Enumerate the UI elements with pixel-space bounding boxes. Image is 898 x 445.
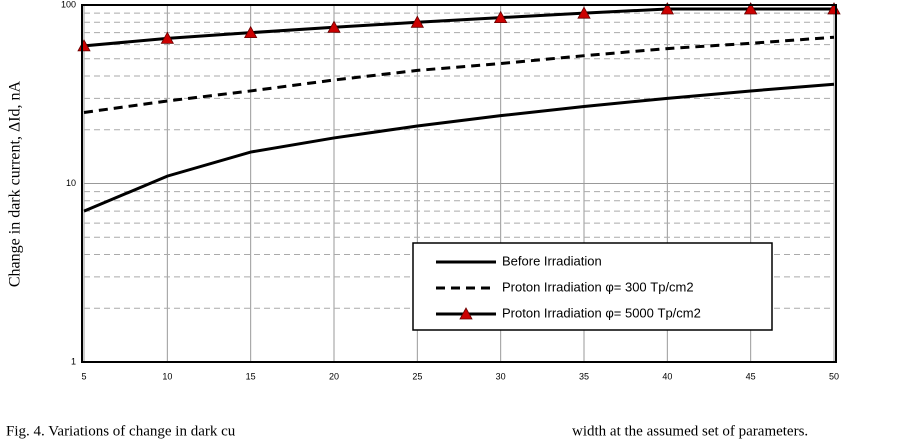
- legend-marker: [459, 307, 473, 320]
- data-point: [243, 25, 258, 39]
- data-point: [577, 6, 591, 19]
- data-point: [327, 20, 341, 33]
- x-tick-label: 40: [662, 371, 672, 381]
- data-point: [493, 10, 508, 23]
- y-tick-label: 1: [71, 356, 76, 366]
- x-tick-label: 15: [246, 371, 256, 381]
- y-tick-label: 10: [66, 178, 76, 188]
- x-tick-label: 50: [829, 371, 839, 381]
- x-tick-label: 20: [329, 371, 339, 381]
- y-axis-label: Change in dark current, ΔId, nA: [7, 80, 24, 287]
- caption: width at the assumed set of parameters.: [572, 423, 808, 439]
- plot-frame: [81, 4, 837, 363]
- legend: Before Irradiation Proton Irradiation φ= …: [412, 242, 773, 331]
- plot: [77, 2, 841, 213]
- series-line: [83, 82, 835, 213]
- series-line: [83, 7, 834, 48]
- data-point: [160, 31, 175, 44]
- y-tick-label: 100: [61, 0, 76, 9]
- legend-label: Proton Irradiation φ= 300 Tp/cm2: [502, 279, 694, 294]
- series-line: [83, 35, 835, 114]
- legend-label: Before Irradiation: [502, 253, 602, 268]
- x-tick-label: 35: [579, 371, 589, 381]
- x-tick-label: 25: [412, 371, 422, 381]
- x-tick-label: 10: [162, 371, 172, 381]
- data-point: [410, 15, 425, 28]
- x-tick-label: 5: [81, 371, 86, 381]
- caption: Fig. 4. Variations of change in dark cu: [6, 423, 236, 439]
- data-point: [660, 2, 675, 15]
- x-tick-label: 30: [496, 371, 506, 381]
- legend-label: Proton Irradiation φ= 5000 Tp/cm2: [502, 305, 701, 320]
- x-tick-label: 45: [746, 371, 756, 381]
- data-point: [743, 2, 758, 15]
